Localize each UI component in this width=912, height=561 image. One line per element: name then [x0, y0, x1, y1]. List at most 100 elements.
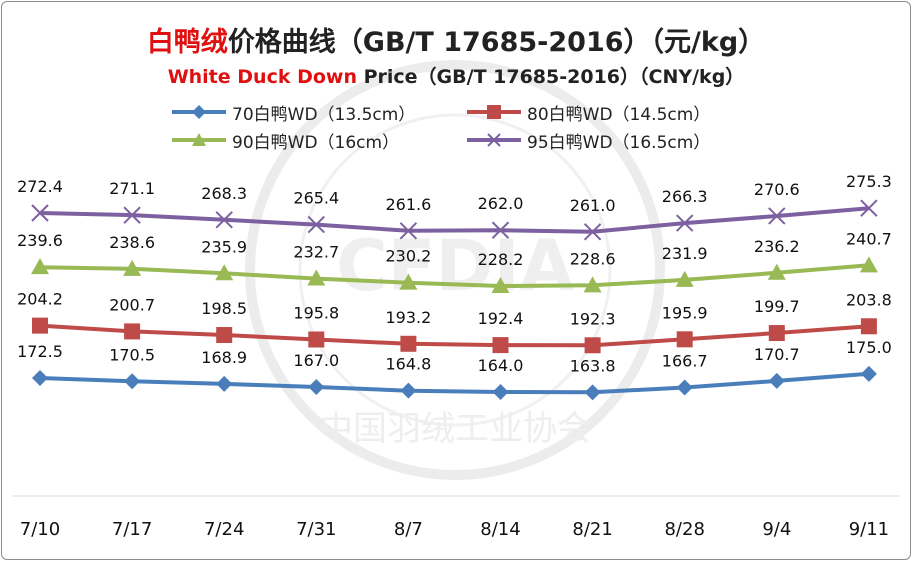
data-label-s1-1: 200.7: [109, 295, 155, 314]
data-label-s1-6: 192.3: [570, 309, 616, 328]
data-point-s1-6: [584, 337, 601, 354]
data-point-s3-1: [123, 206, 141, 224]
data-point-s0-6: [584, 384, 601, 401]
data-label-s3-1: 271.1: [109, 179, 155, 198]
data-label-s2-5: 228.2: [478, 250, 524, 269]
watermark-logo: CFDIA: [336, 225, 574, 307]
data-label-s2-4: 230.2: [385, 247, 431, 266]
data-point-s1-0: [32, 317, 48, 334]
data-point-s2-5: [491, 276, 510, 293]
data-label-s2-2: 235.9: [201, 237, 247, 256]
data-label-s1-5: 192.4: [478, 309, 524, 328]
data-point-s0-9: [860, 365, 877, 382]
legend-swatch-70: [172, 105, 226, 119]
data-label-s1-3: 195.8: [293, 303, 339, 322]
data-label-s1-2: 198.5: [201, 299, 247, 318]
data-label-s2-7: 231.9: [662, 244, 708, 263]
chart-title-en: White Duck Down Price（GB/T 17685-2016）（C…: [0, 62, 912, 89]
series-line-1: [39, 323, 870, 348]
x-tick-label-2: 7/24: [204, 519, 244, 540]
data-point-s1-7: [676, 331, 693, 348]
legend-item-90: 90白鸭WD（16cm）: [172, 129, 400, 153]
series-line-2: [39, 263, 870, 288]
data-point-s2-8: [767, 263, 786, 280]
series-line-0: [39, 371, 870, 395]
x-tick-label-3: 7/31: [296, 519, 336, 540]
data-point-s0-3: [308, 379, 325, 396]
legend-label-90: 90白鸭WD（16cm）: [232, 132, 400, 153]
data-point-s1-5: [492, 337, 509, 354]
data-point-s1-4: [400, 335, 417, 352]
x-tick-label-7: 8/28: [664, 519, 704, 540]
data-point-s3-3: [307, 215, 326, 234]
watermark-arc-text: 中国羽绒工业协会: [319, 409, 591, 449]
data-point-s3-9: [860, 199, 878, 217]
data-label-s3-3: 265.4: [293, 189, 339, 208]
data-label-s0-4: 164.8: [385, 355, 431, 374]
data-label-s1-9: 203.8: [846, 290, 892, 309]
data-label-s2-1: 238.6: [109, 233, 155, 252]
x-tick-label-9: 9/11: [849, 519, 889, 540]
x-tick-label-0: 7/10: [20, 519, 60, 540]
data-point-s0-5: [492, 384, 509, 400]
data-point-s2-3: [307, 269, 326, 286]
data-label-s0-3: 167.0: [293, 351, 339, 370]
title-cn-rest: 价格曲线（GB/T 17685-2016）（元/kg）: [227, 27, 766, 58]
data-point-s2-1: [123, 259, 142, 276]
data-label-s3-8: 270.6: [754, 180, 800, 199]
data-label-s2-8: 236.2: [754, 237, 800, 256]
data-label-s1-7: 195.9: [662, 303, 708, 322]
data-label-s0-0: 172.5: [17, 342, 63, 361]
data-label-s0-9: 175.0: [846, 338, 892, 357]
series-line-3: [39, 206, 870, 234]
data-label-s1-4: 193.2: [385, 308, 431, 327]
data-point-s2-2: [215, 264, 234, 281]
data-point-s3-5: [491, 221, 510, 239]
data-label-s1-8: 199.7: [754, 297, 800, 316]
data-point-s2-9: [859, 256, 878, 273]
data-point-s0-0: [32, 369, 48, 386]
data-point-s1-2: [216, 327, 233, 344]
data-point-s1-8: [768, 325, 785, 342]
data-point-s0-4: [400, 382, 417, 399]
data-point-s3-0: [31, 204, 49, 222]
data-point-s0-1: [124, 373, 141, 390]
data-point-s0-2: [216, 375, 233, 392]
data-label-s3-7: 266.3: [662, 187, 708, 206]
data-label-s0-1: 170.5: [109, 345, 155, 364]
legend-item-80: 80白鸭WD（14.5cm）: [467, 101, 711, 125]
data-point-s3-2: [215, 211, 233, 229]
data-label-s3-4: 261.6: [385, 195, 431, 214]
title-en-rest: Price（GB/T 17685-2016）（CNY/kg）: [356, 66, 745, 88]
data-point-s2-4: [399, 273, 418, 290]
chart-title-cn: 白鸭绒价格曲线（GB/T 17685-2016）（元/kg）: [0, 20, 912, 59]
legend-label-70: 70白鸭WD（13.5cm）: [232, 104, 416, 125]
data-point-s1-3: [308, 331, 325, 348]
data-point-s0-8: [768, 372, 785, 389]
legend-swatch-95: [467, 133, 521, 147]
data-point-s3-4: [399, 222, 418, 240]
data-label-s3-9: 275.3: [846, 172, 892, 191]
legend-swatch-80: [467, 105, 521, 119]
legend-item-70: 70白鸭WD（13.5cm）: [172, 101, 416, 125]
x-tick-label-5: 8/14: [480, 519, 520, 540]
x-tick-label-4: 8/7: [394, 519, 423, 540]
data-point-s3-7: [675, 214, 694, 232]
data-point-s3-8: [768, 207, 786, 225]
data-label-s3-5: 262.0: [478, 194, 524, 213]
data-point-s0-7: [676, 379, 693, 396]
data-label-s3-6: 261.0: [570, 196, 616, 215]
legend-label-80: 80白鸭WD（14.5cm）: [527, 104, 711, 125]
legend-label-95: 95白鸭WD（16.5cm）: [527, 132, 711, 153]
legend-swatch-90: [172, 133, 226, 146]
data-label-s1-0: 204.2: [17, 290, 63, 309]
x-tick-label-6: 8/21: [572, 519, 612, 540]
data-point-s2-0: [31, 258, 49, 275]
data-label-s0-2: 168.9: [201, 348, 247, 367]
data-label-s0-8: 170.7: [754, 345, 800, 364]
legend-item-95: 95白鸭WD（16.5cm）: [467, 129, 711, 153]
title-cn-highlight: 白鸭绒: [146, 27, 228, 58]
